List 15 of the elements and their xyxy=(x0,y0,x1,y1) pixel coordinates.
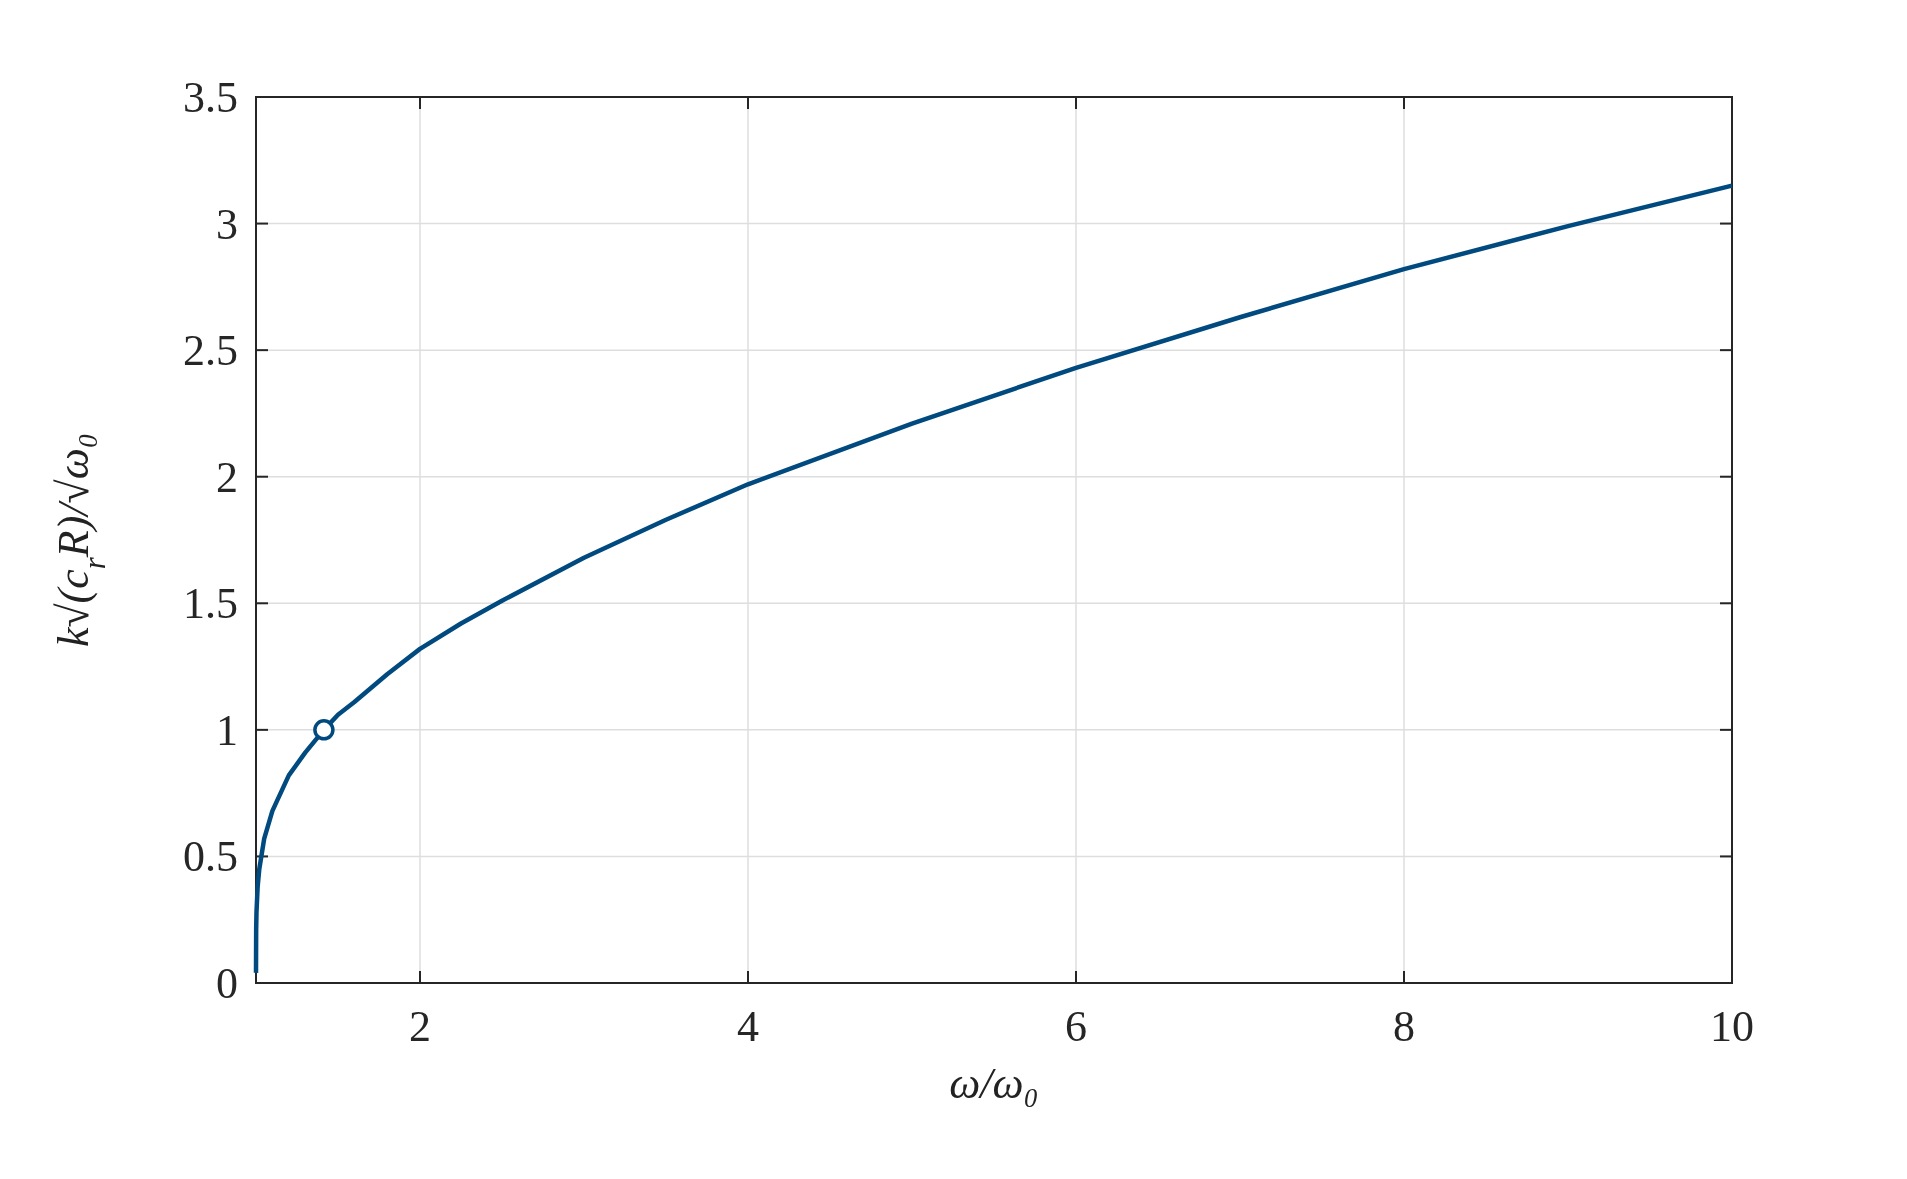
x-tick-label: 8 xyxy=(1393,1002,1415,1051)
y-tick-label: 1.5 xyxy=(183,579,238,629)
y-tick-label: 2 xyxy=(216,452,238,502)
y-tick-label: 0 xyxy=(216,959,238,1008)
y-tick-label: 0.5 xyxy=(183,832,238,882)
x-tick-label: 6 xyxy=(1065,1002,1087,1051)
y-tick-label: 3 xyxy=(216,199,238,249)
x-tick-label: 4 xyxy=(737,1002,759,1051)
y-tick-label: 1 xyxy=(216,705,238,755)
x-tick-label: 2 xyxy=(409,1002,431,1051)
line-series xyxy=(253,183,1735,976)
x-tick-label: 10 xyxy=(1710,1002,1754,1051)
y-tick-label: 2.5 xyxy=(183,326,238,376)
x-axis-title: ω/ω₀ xyxy=(949,1059,1039,1108)
y-tick-label: 3.5 xyxy=(183,73,238,122)
